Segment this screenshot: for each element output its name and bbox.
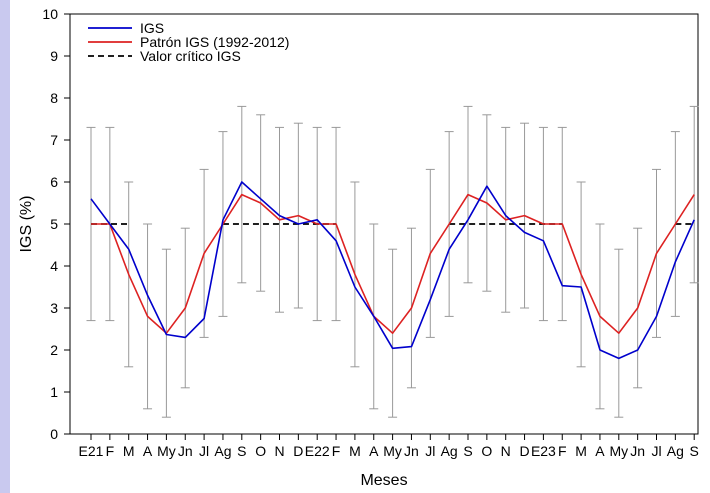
x-tick-label: O: [255, 443, 266, 459]
x-tick-label: O: [481, 443, 492, 459]
legend-item-critical-label: Valor crítico IGS: [140, 48, 241, 64]
y-tick-label: 4: [50, 258, 58, 274]
x-tick-label: M: [349, 443, 361, 459]
x-tick-label: Jn: [404, 443, 419, 459]
y-tick-label: 0: [50, 426, 58, 442]
x-tick-label: S: [463, 443, 472, 459]
y-tick-label: 10: [42, 6, 58, 22]
x-axis-title: Meses: [360, 472, 407, 489]
x-tick-label: My: [609, 443, 628, 459]
x-tick-label: Jl: [199, 443, 209, 459]
x-tick-label: S: [690, 443, 699, 459]
x-tick-label: A: [143, 443, 153, 459]
y-tick-label: 8: [50, 90, 58, 106]
x-tick-label: My: [157, 443, 176, 459]
x-tick-label: F: [558, 443, 567, 459]
x-tick-label: A: [369, 443, 379, 459]
x-tick-label: F: [106, 443, 115, 459]
y-tick-label: 1: [50, 384, 58, 400]
x-tick-label: E23: [531, 443, 556, 459]
legend-item-patron-label: Patrón IGS (1992-2012): [140, 34, 289, 50]
x-tick-label: A: [595, 443, 605, 459]
y-tick-label: 3: [50, 300, 58, 316]
legend-item-igs-label: IGS: [140, 20, 164, 36]
y-tick-label: 7: [50, 132, 58, 148]
y-axis-title: IGS (%): [18, 196, 35, 253]
series-lines: [90, 181, 695, 360]
x-tick-label: E22: [305, 443, 330, 459]
x-tick-label: Ag: [441, 443, 458, 459]
x-tick-label: E21: [79, 443, 104, 459]
x-tick-label: M: [575, 443, 587, 459]
x-tick-label: Ag: [667, 443, 684, 459]
x-tick-label: Jn: [178, 443, 193, 459]
x-tick-label: F: [332, 443, 341, 459]
x-tick-label: S: [237, 443, 246, 459]
x-tick-label: Jl: [651, 443, 661, 459]
x-tick-label: Jl: [425, 443, 435, 459]
x-tick-label: D: [293, 443, 303, 459]
x-tick-label: Ag: [214, 443, 231, 459]
left-accent-strip: [0, 0, 10, 493]
y-tick-label: 9: [50, 48, 58, 64]
y-axis: 0 1 2 3 4 5 6 7 8 9 10: [42, 6, 70, 442]
x-axis: E21 F M A My Jn Jl Ag S O N D E22 F M A My Jn Jl Ag S O N D E23 F…: [79, 434, 699, 459]
y-tick-label: 5: [50, 216, 58, 232]
x-tick-label: M: [123, 443, 135, 459]
x-tick-label: My: [383, 443, 402, 459]
series-patron-line: [91, 193, 695, 335]
x-tick-label: N: [274, 443, 284, 459]
x-tick-label: D: [519, 443, 529, 459]
y-tick-label: 6: [50, 174, 58, 190]
y-tick-label: 2: [50, 342, 58, 358]
x-tick-label: N: [501, 443, 511, 459]
x-tick-label: Jn: [630, 443, 645, 459]
series-igs-line: [90, 181, 695, 360]
error-bars: [86, 105, 699, 418]
